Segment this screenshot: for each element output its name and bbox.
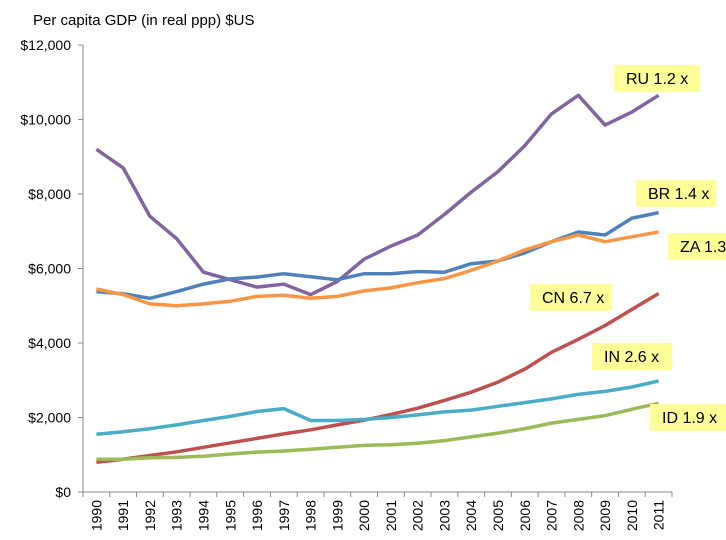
x-tick-label: 1997	[276, 500, 292, 531]
series-line	[96, 291, 660, 464]
x-tick-label: 2011	[651, 500, 667, 530]
x-tick-label: 2008	[570, 500, 586, 531]
x-tick-label: 2001	[383, 500, 399, 531]
x-tick-label: 2009	[597, 500, 613, 531]
x-tick-label: 1995	[222, 500, 238, 531]
label-box	[650, 404, 726, 431]
x-tick-label: 1998	[303, 500, 319, 531]
y-tick-label: $2,000	[28, 410, 71, 426]
series-label: BR 1.4 x	[648, 186, 709, 203]
series-label: IN 2.6 x	[604, 349, 659, 366]
x-tick-label: 1999	[329, 500, 345, 531]
x-tick-label: 2006	[517, 500, 533, 531]
x-tick-label: 2003	[436, 500, 452, 531]
series-label: RU 1.2 x	[626, 71, 688, 88]
x-tick-label: 1992	[142, 500, 158, 531]
series-line	[96, 230, 659, 308]
label-box	[668, 233, 726, 260]
x-tick-label: 1991	[115, 500, 131, 531]
x-tick-label: 1996	[249, 500, 265, 531]
y-tick-label: $4,000	[28, 335, 71, 351]
series-label: ID 1.9 x	[662, 410, 717, 427]
series-line	[96, 401, 659, 461]
x-tick-label: 2004	[463, 500, 479, 531]
x-tick-label: 2007	[544, 500, 560, 531]
x-tick-label: 1990	[88, 500, 104, 531]
x-tick-label: 2000	[356, 500, 372, 531]
x-tick-label: 2005	[490, 500, 506, 531]
axis-title: Per capita GDP (in real ppp) $US	[33, 12, 255, 29]
label-box	[636, 180, 716, 207]
x-tick-label: 1993	[169, 500, 185, 531]
series-label: CN 6.7 x	[542, 290, 604, 307]
series-label: ZA 1.3 x	[680, 239, 726, 256]
series-line	[96, 379, 659, 437]
y-tick-label: $6,000	[28, 261, 71, 277]
label-box	[530, 284, 612, 311]
label-box	[614, 65, 700, 92]
x-tick-label: 2010	[624, 500, 640, 531]
y-tick-label: $12,000	[20, 37, 71, 53]
y-tick-label: $0	[55, 484, 71, 500]
label-box	[592, 343, 672, 370]
y-tick-label: $10,000	[20, 112, 71, 128]
series-line	[95, 93, 660, 297]
x-tick-label: 2002	[410, 500, 426, 531]
y-tick-label: $8,000	[28, 186, 71, 202]
x-tick-label: 1994	[195, 500, 211, 531]
